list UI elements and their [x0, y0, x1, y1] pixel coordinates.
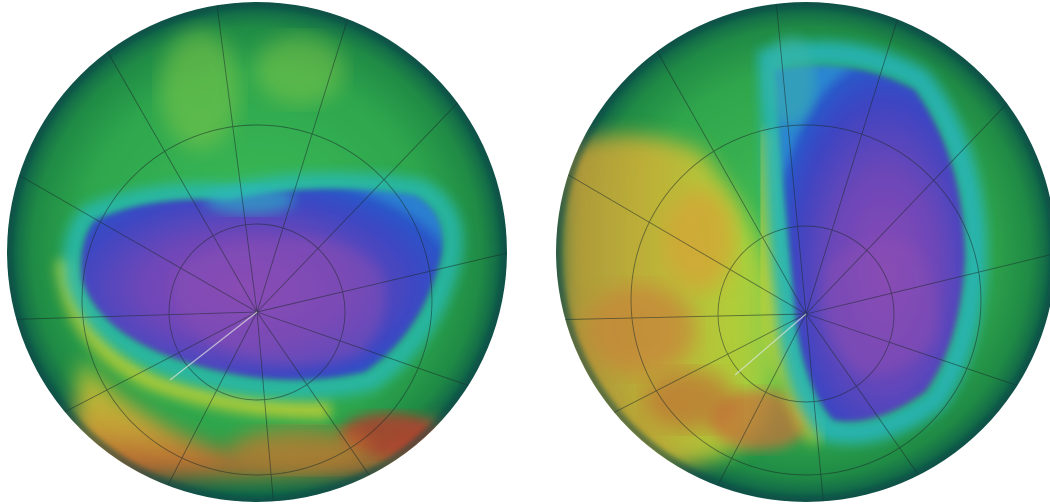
- left-antarctica: [172, 238, 385, 365]
- left-high-ozone-band: [70, 360, 470, 480]
- right-antarctica: [820, 240, 938, 375]
- right-graticule: [556, 2, 1050, 502]
- left-globe: [7, 2, 507, 502]
- right-globe: [556, 2, 1050, 502]
